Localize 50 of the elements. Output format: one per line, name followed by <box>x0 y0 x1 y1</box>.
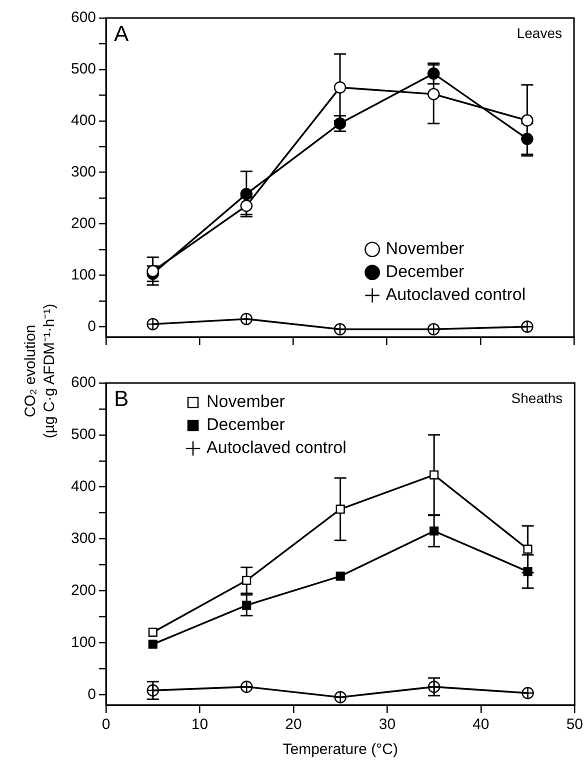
legend-label: Autoclaved control <box>206 438 346 458</box>
point <box>430 470 439 480</box>
point <box>242 600 252 610</box>
point <box>148 628 158 637</box>
point <box>146 264 159 278</box>
point <box>523 566 532 576</box>
annotation: Leaves <box>516 24 562 41</box>
legend-label: December <box>206 415 286 434</box>
point <box>334 81 346 94</box>
legend-label: December <box>386 262 465 282</box>
y-axis-title: CO₂ evolution (µg C·g AFDM⁻¹·h⁻¹) <box>21 302 59 440</box>
y-tick-label: 400 <box>70 478 96 496</box>
point <box>336 504 345 514</box>
point <box>242 576 252 585</box>
y-tick-label: 200 <box>70 214 96 232</box>
annotation: B <box>114 386 129 412</box>
point <box>240 188 253 200</box>
y-tick-label: 300 <box>70 530 96 547</box>
y-tick-label: 400 <box>70 112 96 130</box>
point <box>521 114 534 127</box>
annotation: A <box>114 21 130 46</box>
point <box>430 526 439 536</box>
x-tick-label: 0 <box>102 716 110 734</box>
x-tick-label: 20 <box>285 716 302 734</box>
x-tick-label: 50 <box>566 716 583 734</box>
point <box>336 572 345 581</box>
x-tick-label: 30 <box>378 716 396 734</box>
y-tick-label: 0 <box>88 686 96 703</box>
annotation: Sheaths <box>511 390 563 406</box>
y-tick-label: 600 <box>70 9 96 26</box>
point <box>523 544 532 554</box>
legend-label: Autoclaved control <box>386 285 526 304</box>
point <box>427 88 440 100</box>
x-axis-title: Temperature (°C) <box>282 741 398 758</box>
y-tick-label: 100 <box>70 634 96 651</box>
y-tick-label: 500 <box>70 60 96 78</box>
point <box>240 680 253 693</box>
x-tick-label: 10 <box>191 716 208 734</box>
y-tick-label: 200 <box>70 582 96 599</box>
y-tick-label: 500 <box>70 426 96 444</box>
legend-label: November <box>206 392 286 412</box>
y-tick-label: 600 <box>70 374 96 392</box>
x-tick-label: 40 <box>472 716 490 734</box>
y-tick-label: 100 <box>70 266 96 284</box>
point <box>427 67 440 80</box>
legend-label: November <box>386 239 465 258</box>
y-tick-label: 300 <box>70 163 96 180</box>
y-tick-label: 0 <box>88 318 96 335</box>
point <box>148 640 158 649</box>
point <box>521 132 534 146</box>
